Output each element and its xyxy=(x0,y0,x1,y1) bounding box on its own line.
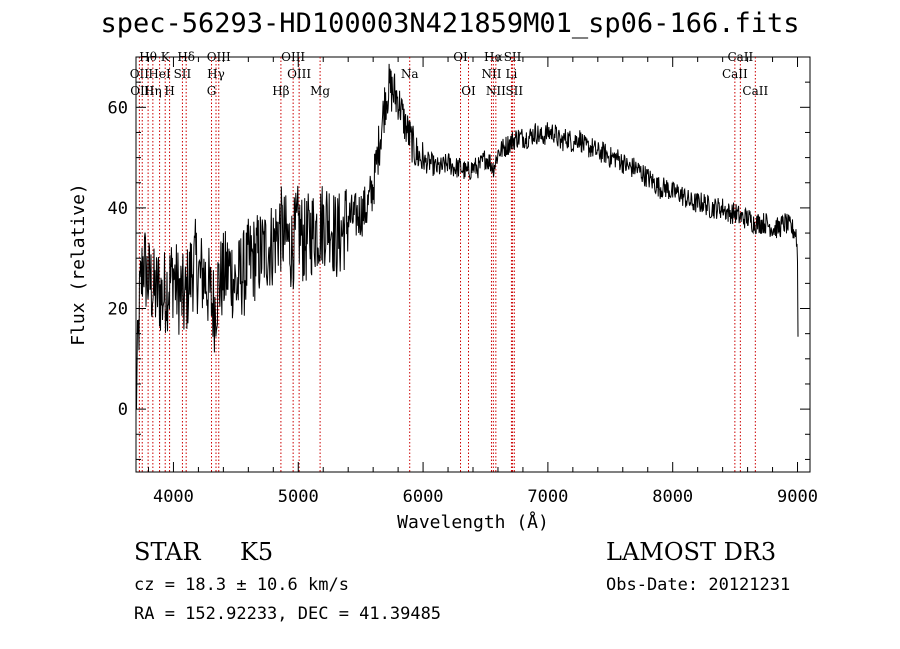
y-axis-label: Flux (relative) xyxy=(68,183,89,346)
line-marker-label: OIII xyxy=(207,50,231,64)
x-tick-label: 5000 xyxy=(278,487,319,507)
x-tick-label: 4000 xyxy=(153,487,194,507)
x-axis-label: Wavelength (Å) xyxy=(397,511,549,533)
line-marker-label: OIII xyxy=(281,50,305,64)
y-tick-label: 40 xyxy=(108,199,128,219)
line-marker-label: H xyxy=(164,84,174,98)
x-tick-label: 7000 xyxy=(527,487,568,507)
redshift-cz: cz = 18.3 ± 10.6 km/s xyxy=(134,575,349,595)
obs-date: Obs-Date: 20121231 xyxy=(606,575,791,595)
line-marker-label: CaII xyxy=(742,84,768,98)
plot-frame xyxy=(135,56,811,473)
line-marker-label: Hη xyxy=(144,84,162,98)
line-marker-label: SII xyxy=(174,67,192,81)
object-type: STAR xyxy=(134,538,201,566)
line-marker-label: K xyxy=(161,50,171,64)
y-tick-label: 0 xyxy=(118,400,128,420)
line-marker-label: Li xyxy=(506,67,518,81)
spectrum-line xyxy=(136,63,799,410)
survey-name: LAMOST DR3 xyxy=(606,538,777,566)
line-marker-label: OIII xyxy=(287,67,311,81)
y-tick-label: 20 xyxy=(108,300,128,320)
line-marker-label: Mg xyxy=(310,84,330,98)
x-tick-label: 6000 xyxy=(403,487,444,507)
line-marker-label: OI xyxy=(453,50,468,64)
line-marker-label: OI xyxy=(461,84,476,98)
ra-dec: RA = 152.92233, DEC = 41.39485 xyxy=(134,604,442,624)
line-marker-label: Hγ xyxy=(207,67,225,81)
line-marker-label: Na xyxy=(401,67,419,81)
subclass: K5 xyxy=(240,538,274,566)
line-marker-label: CaII xyxy=(727,50,753,64)
line-marker-label: OIII xyxy=(130,84,154,98)
line-marker-label: HeI xyxy=(148,67,171,81)
x-tick-label: 8000 xyxy=(652,487,693,507)
x-tick-label: 9000 xyxy=(777,487,818,507)
line-marker-label: G xyxy=(207,84,217,98)
line-marker-label: CaII xyxy=(722,67,748,81)
line-marker-label: Hβ xyxy=(272,84,289,98)
line-marker-label: Hδ xyxy=(177,50,195,64)
line-marker-label: SII xyxy=(505,84,523,98)
line-marker-label: OII xyxy=(130,67,150,81)
line-marker-label: SII xyxy=(504,50,522,64)
line-marker-label: NII xyxy=(481,67,501,81)
line-marker-label: NII xyxy=(486,84,506,98)
chart-title: spec-56293-HD100003N421859M01_sp06-166.f… xyxy=(100,8,800,39)
y-tick-label: 60 xyxy=(108,98,128,118)
line-marker-label: Hα xyxy=(484,50,503,64)
